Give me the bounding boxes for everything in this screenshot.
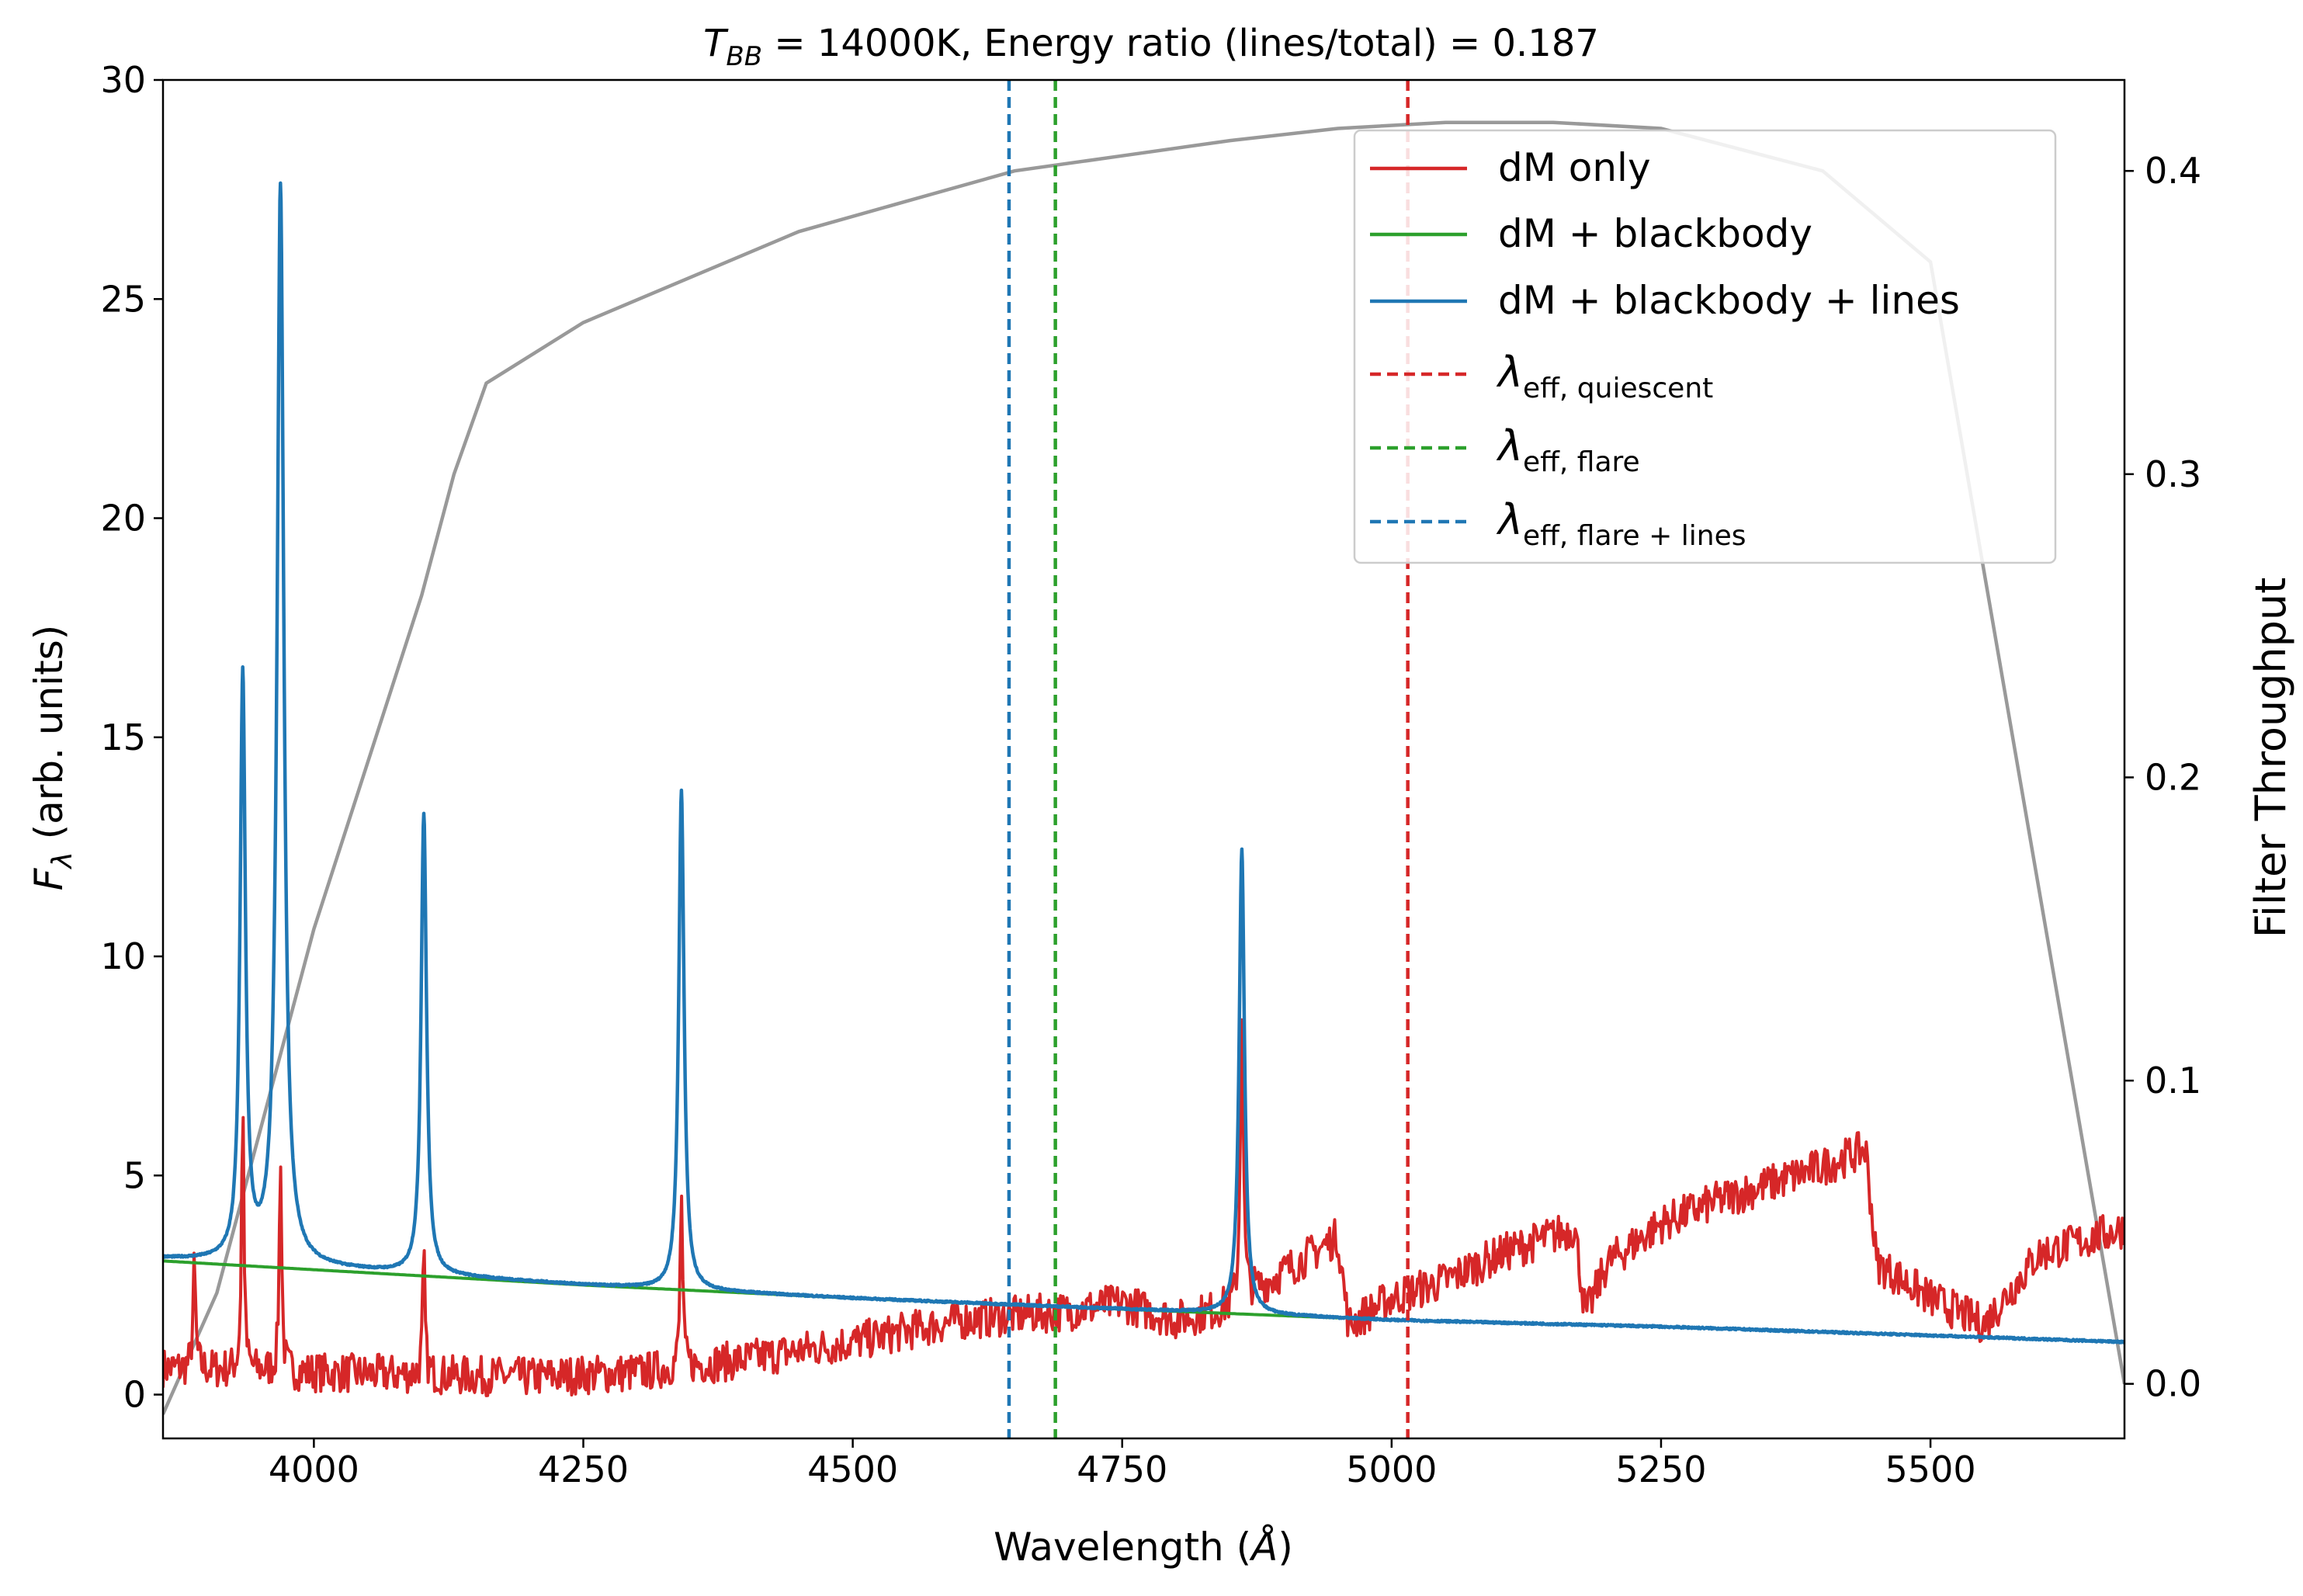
y-tick-label: 30 [100,59,146,101]
y2-tick-label: 0.2 [2145,756,2201,798]
legend-box [1353,129,2057,564]
y-axis-label: Fλ (arb. units) [26,625,78,891]
x-axis-label: Wavelength (Å) [994,1525,1293,1570]
legend-label-q: λeff, quiescent [1496,348,1713,404]
y2-tick-label: 0.1 [2145,1060,2201,1102]
filter-throughput-line [163,120,2124,1415]
series-dm-blackbody-lines [163,181,2124,1344]
y2-tick-label: 0.3 [2145,453,2201,495]
y2-axis-label: Filter Throughput [2246,578,2295,939]
legend: dM only dM + blackbody dM + blackbody + li… [1353,129,2057,564]
chart-title: TBB = 14000K, Energy ratio (lines/total)… [703,22,1599,72]
legend-label-lines: dM + blackbody + lines [1498,278,1960,323]
y2-tick-label: 0.0 [2145,1363,2201,1405]
y-tick-label: 25 [100,278,146,320]
y-tick-label: 10 [100,935,146,977]
x-tick-label: 4500 [807,1449,898,1490]
plot-border [161,78,2126,1440]
y-tick-label: 5 [123,1154,146,1196]
x-tick-label: 5500 [1885,1449,1976,1490]
x-tick-label: 5000 [1346,1449,1437,1490]
axis-ticks: 4000 4250 4500 4750 5000 5250 5500 0 5 10 15 20 25 30… [100,59,2201,1490]
legend-label-bb: dM + blackbody [1498,211,1812,256]
x-tick-label: 4000 [269,1449,359,1490]
series-dm-only [163,1018,2124,1397]
y-tick-label: 15 [100,716,146,758]
legend-label-dm: dM only [1498,145,1651,190]
legend-label-fl: λeff, flare + lines [1496,495,1746,552]
legend-label-f: λeff, flare [1496,422,1640,478]
y2-tick-label: 0.4 [2145,150,2201,192]
x-tick-label: 5250 [1615,1449,1706,1490]
y-tick-label: 0 [123,1374,146,1416]
plot-frame [161,78,2126,1440]
x-tick-label: 4750 [1077,1449,1167,1490]
y-tick-label: 20 [100,498,146,540]
x-tick-label: 4250 [538,1449,629,1490]
